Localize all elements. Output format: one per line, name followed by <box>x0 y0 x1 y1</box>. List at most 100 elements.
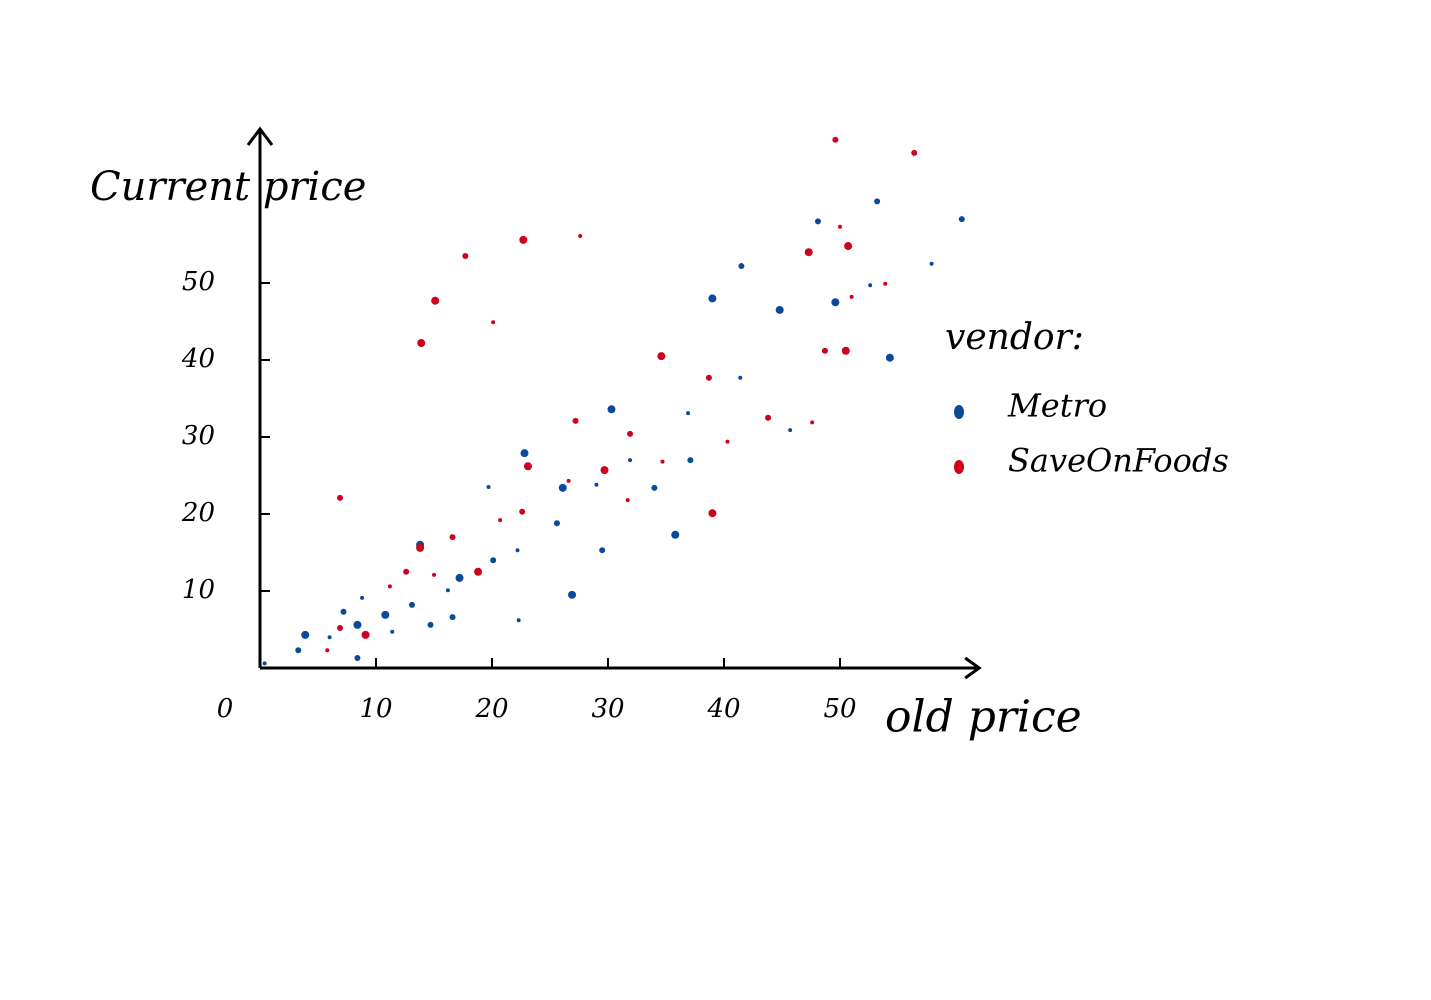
point <box>566 478 571 483</box>
y-tick-label: 20 <box>181 498 215 528</box>
point <box>911 149 918 156</box>
point <box>708 294 717 303</box>
point <box>628 458 633 463</box>
point <box>594 482 599 487</box>
point <box>490 557 497 564</box>
y-tick-label: 40 <box>181 344 215 374</box>
point <box>474 567 483 576</box>
point <box>390 629 395 634</box>
point <box>705 374 712 381</box>
point <box>519 235 528 244</box>
point <box>958 216 965 223</box>
point <box>416 543 425 552</box>
x-tick-label: 40 <box>706 694 740 724</box>
point <box>841 346 850 355</box>
point <box>353 620 362 629</box>
point <box>821 347 828 354</box>
point <box>361 630 370 639</box>
x-tick-label: 30 <box>591 694 624 724</box>
point <box>445 588 450 593</box>
point <box>417 339 426 348</box>
y-axis-label: Current price <box>90 164 366 210</box>
point <box>519 508 526 515</box>
point <box>431 296 440 305</box>
point <box>572 417 579 424</box>
point <box>599 547 606 554</box>
point <box>327 635 332 640</box>
point <box>738 263 745 270</box>
y-axis <box>246 126 274 668</box>
x-axis-label: old price <box>885 692 1082 743</box>
point <box>553 520 560 527</box>
point <box>516 618 521 623</box>
point <box>625 498 630 503</box>
point <box>491 320 496 325</box>
point <box>868 283 873 288</box>
point <box>929 261 934 266</box>
point <box>607 405 616 414</box>
legend-marker <box>954 405 964 419</box>
legend-marker <box>954 460 964 474</box>
point <box>810 420 815 425</box>
point <box>486 485 491 490</box>
point <box>627 430 634 437</box>
point <box>775 305 784 314</box>
point <box>403 568 410 575</box>
point <box>432 572 436 577</box>
point <box>360 595 365 600</box>
point <box>883 281 888 286</box>
point <box>651 484 658 491</box>
legend-label: SaveOnFoods <box>1008 442 1229 480</box>
point <box>831 298 840 307</box>
point <box>832 136 839 143</box>
point <box>337 624 344 631</box>
point <box>874 198 881 205</box>
point <box>814 218 821 225</box>
point <box>671 530 680 539</box>
point <box>340 608 347 615</box>
y-tick-label: 10 <box>182 575 215 605</box>
point <box>354 654 361 661</box>
point <box>301 630 310 639</box>
point <box>462 253 469 260</box>
x-tick-label: 50 <box>823 694 856 724</box>
y-tick-label: 50 <box>182 267 215 297</box>
legend-label: Metro <box>1007 387 1107 425</box>
x-axis <box>260 656 982 680</box>
point <box>408 601 415 608</box>
point <box>381 610 390 619</box>
point <box>838 224 842 229</box>
point <box>449 614 456 621</box>
point <box>449 534 456 541</box>
point <box>660 459 665 464</box>
point <box>725 439 730 444</box>
point <box>523 462 532 471</box>
point <box>558 483 567 492</box>
point <box>687 457 694 464</box>
point <box>498 518 503 523</box>
legend-title: vendor: <box>945 317 1084 358</box>
x-tick-label: 20 <box>474 694 508 724</box>
point <box>844 242 853 251</box>
point <box>788 428 793 433</box>
y-tick-label: 30 <box>182 421 215 451</box>
x-tick-label: 10 <box>359 694 392 724</box>
point <box>765 414 772 421</box>
point <box>600 466 609 475</box>
point <box>568 590 577 599</box>
point <box>804 248 813 257</box>
point <box>295 647 302 654</box>
point <box>262 661 267 666</box>
point <box>520 449 529 458</box>
point <box>657 352 666 361</box>
point <box>387 584 392 589</box>
point <box>578 234 583 239</box>
point <box>427 621 434 628</box>
point <box>515 548 520 553</box>
point <box>325 648 330 653</box>
point <box>738 375 743 380</box>
point <box>849 294 854 299</box>
point <box>885 353 894 362</box>
